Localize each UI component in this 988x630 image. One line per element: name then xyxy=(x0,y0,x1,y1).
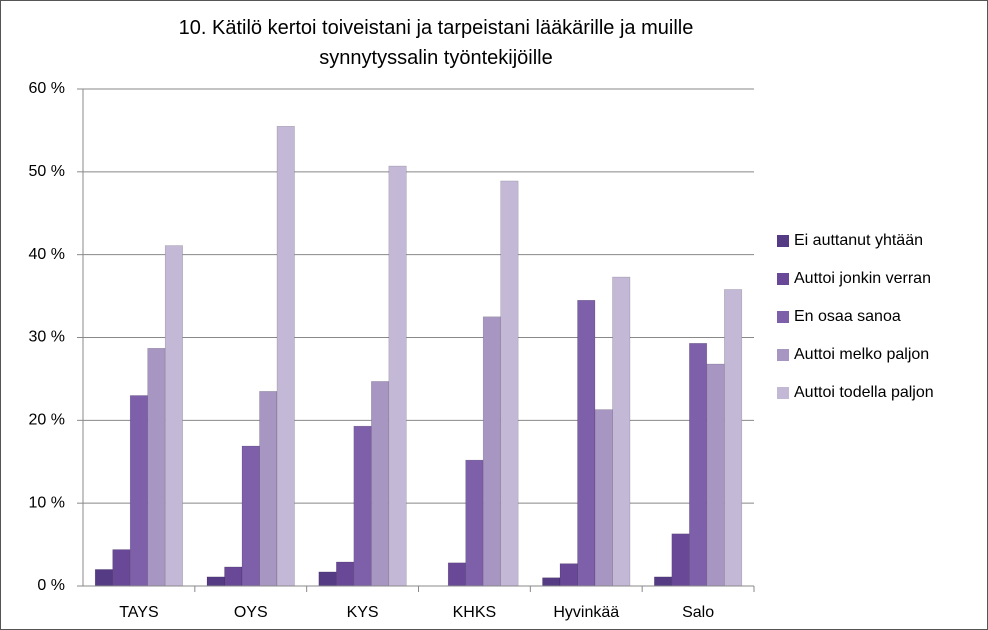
y-tick-label: 0 % xyxy=(37,577,65,594)
legend-swatch xyxy=(777,273,789,285)
x-tick-label: KHKS xyxy=(453,604,497,621)
legend-label: Auttoi jonkin verran xyxy=(794,270,931,287)
bar xyxy=(612,276,631,587)
bar xyxy=(164,245,183,587)
bar xyxy=(482,316,501,587)
legend-label: En osaa sanoa xyxy=(794,308,901,325)
x-tick-label: Hyvinkää xyxy=(553,604,619,621)
x-tick-label: Salo xyxy=(682,604,714,621)
legend-swatch xyxy=(777,387,789,399)
legend-label: Ei auttanut yhtään xyxy=(794,232,923,249)
bar xyxy=(706,363,725,587)
bar xyxy=(276,126,295,587)
y-tick-label: 20 % xyxy=(29,412,65,429)
bar xyxy=(542,577,561,587)
y-tick-label: 30 % xyxy=(29,329,65,346)
y-tick-label: 50 % xyxy=(29,163,65,180)
legend-swatch xyxy=(777,235,789,247)
y-tick-label: 10 % xyxy=(29,494,65,511)
x-tick-label: TAYS xyxy=(119,604,158,621)
bar xyxy=(241,445,260,587)
bar xyxy=(353,425,372,587)
bar xyxy=(654,576,673,587)
bar xyxy=(594,409,613,587)
bar xyxy=(559,563,578,587)
bar xyxy=(724,289,743,587)
bar xyxy=(112,549,131,587)
bar xyxy=(94,569,113,587)
bar xyxy=(336,561,355,587)
legend-swatch xyxy=(777,349,789,361)
bar xyxy=(371,381,390,587)
bar xyxy=(388,165,407,587)
chart-title: 10. Kätilö kertoi toiveistani ja tarpeis… xyxy=(178,17,694,69)
legend-label: Auttoi todella paljon xyxy=(794,384,934,401)
bar xyxy=(206,576,225,587)
x-tick-label: KYS xyxy=(347,604,379,621)
bar xyxy=(318,571,337,587)
bar xyxy=(500,180,519,587)
bar xyxy=(671,533,690,587)
x-tick-label: OYS xyxy=(234,604,268,621)
bar xyxy=(577,299,596,587)
y-tick-label: 60 % xyxy=(29,80,65,97)
bar xyxy=(465,459,484,587)
bar xyxy=(259,391,278,587)
legend-label: Auttoi melko paljon xyxy=(794,346,929,363)
bar xyxy=(129,395,148,587)
y-tick-label: 40 % xyxy=(29,246,65,263)
legend-swatch xyxy=(777,311,789,323)
bar xyxy=(224,566,243,587)
bar xyxy=(147,348,166,587)
bar xyxy=(689,343,708,587)
bar xyxy=(447,562,466,587)
